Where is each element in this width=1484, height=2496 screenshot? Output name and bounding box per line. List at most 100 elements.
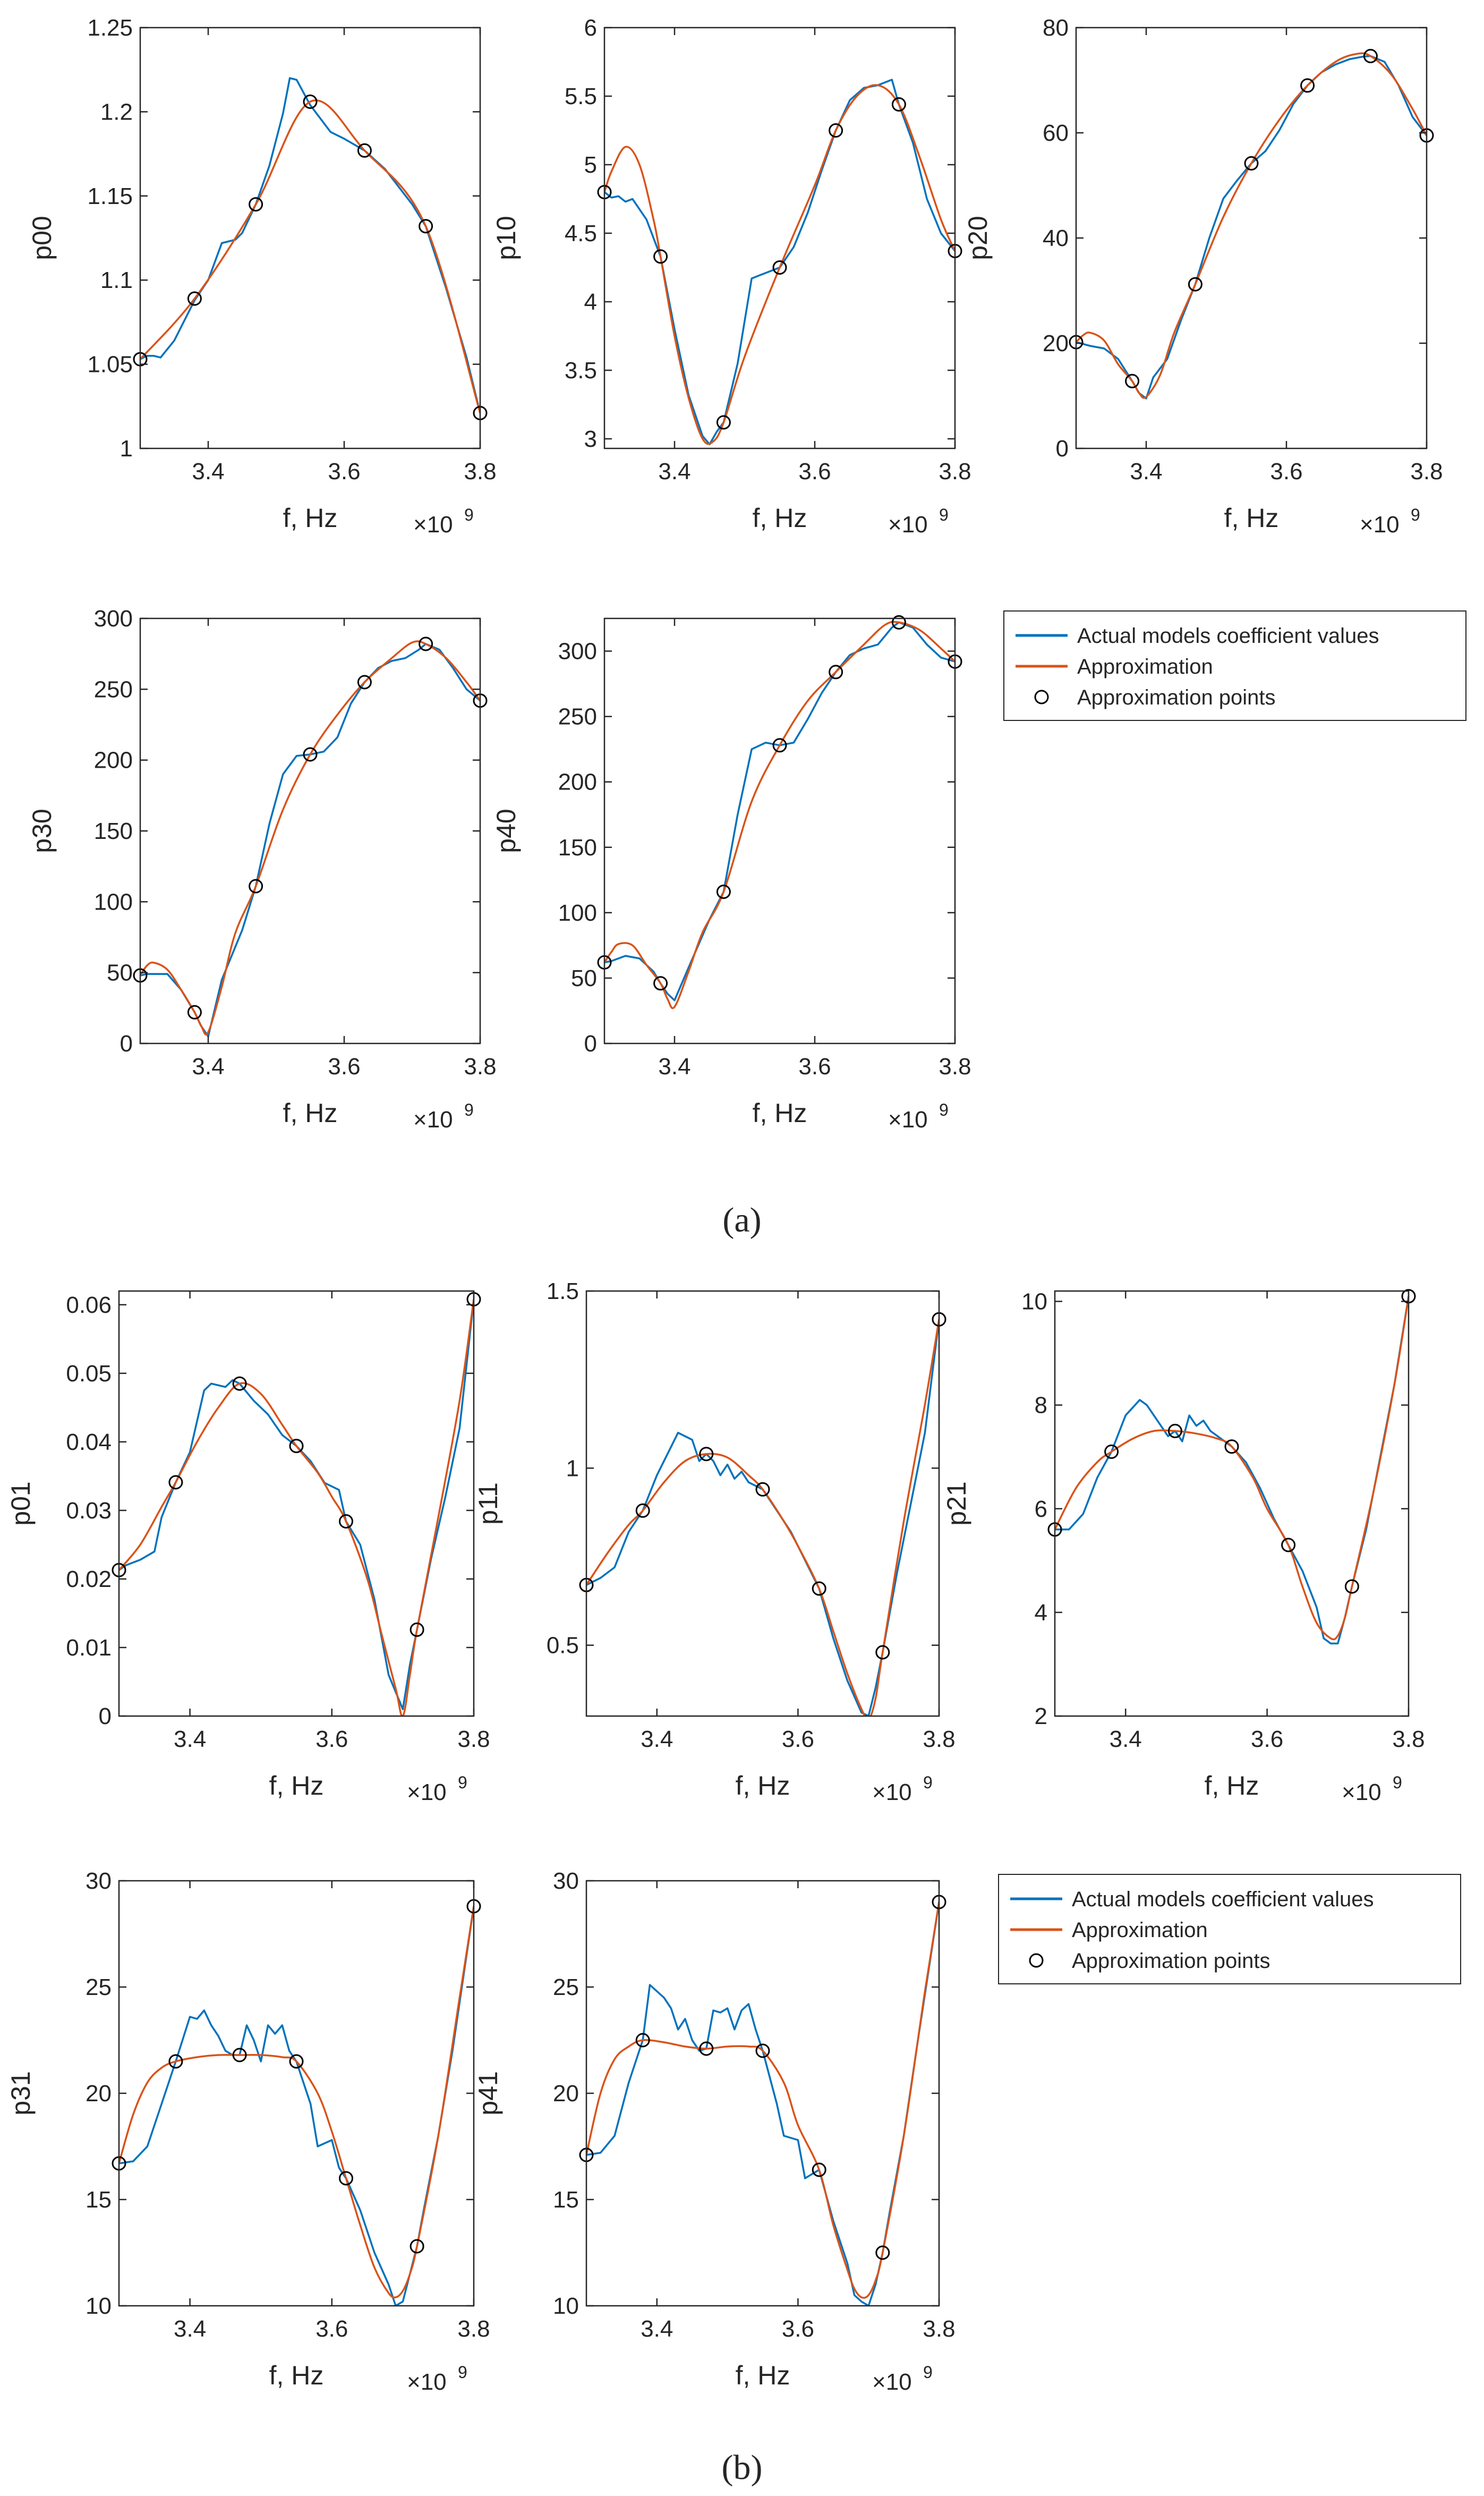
axes-box [118,1290,475,1717]
y-tick-label: 5.5 [565,83,597,109]
legend-a-approx-label: Approximation [1077,655,1213,678]
y-tick-label: 1.5 [547,1278,579,1304]
y-tick-label: 6 [1035,1496,1047,1522]
axes-box [585,1290,940,1717]
approximation-point [410,2239,424,2254]
x-axis-exponent: 9 [464,505,474,524]
legend-a-box [1003,610,1466,721]
x-axis-exponent: 9 [939,505,949,524]
approximation-point [829,123,843,138]
x-tick-label: 3.6 [315,1726,348,1752]
x-axis-multiplier: ×10 [888,512,928,538]
approximation-point [635,2033,650,2048]
y-tick-label: 10 [553,2293,579,2319]
y-tick-label: 4 [1035,1600,1047,1626]
series-group [586,1319,939,1716]
x-tick-label: 3.8 [457,2316,490,2342]
x-tick-label: 3.8 [464,1054,496,1080]
panel-b-caption: (b) [722,2448,763,2487]
approximation-point [772,738,787,753]
legend-b-actual-label: Actual models coefficient values [1072,1888,1374,1911]
y-tick-label: 2 [1035,1703,1047,1729]
y-tick-label: 40 [1043,225,1069,251]
approximation-point [755,1482,770,1497]
x-axis-multiplier: ×10 [407,1779,447,1805]
x-axis-multiplier: ×10 [1342,1779,1381,1805]
approximation-point [699,2041,714,2056]
y-tick-label: 300 [94,606,133,632]
y-axis-label: p40 [491,809,521,853]
approximation-point [1363,49,1378,63]
approximation-point [339,1514,353,1529]
actual-series-line [604,79,955,446]
y-tick-label: 30 [553,1868,579,1894]
y-tick-label: 10 [1021,1289,1047,1315]
approximation-point [716,415,731,430]
y-axis-label: p41 [473,2071,503,2115]
y-tick-label: 6 [584,15,597,41]
approximation-series-line [1055,1296,1409,1641]
x-tick-label: 3.6 [328,459,360,485]
panel-a-caption: (a) [722,1201,761,1239]
x-tick-label: 3.8 [923,1726,955,1752]
y-tick-label: 1 [120,436,133,462]
y-tick-label: 0.01 [66,1635,112,1661]
x-tick-label: 3.4 [641,2316,673,2342]
y-tick-label: 0.06 [66,1292,112,1318]
approximation-point [187,291,202,306]
x-tick-label: 3.6 [1270,459,1302,485]
x-tick-label: 3.8 [923,2316,955,2342]
y-tick-label: 50 [571,965,597,991]
x-axis-exponent: 9 [923,2363,933,2382]
subplot-p41: 3.4 3.6 3.8 10 15 20 25 30 f, Hz ×10 9 p41 [473,1868,956,2395]
subplot-p31: 3.4 3.6 3.8 10 15 20 25 30 f, Hz ×10 9 p31 [6,1868,490,2395]
y-tick-label: 0.05 [66,1361,112,1387]
approximation-point [289,1439,304,1454]
x-tick-label: 3.6 [315,2316,348,2342]
x-axis-exponent: 9 [458,1773,467,1792]
x-axis-exponent: 9 [939,1100,949,1119]
y-axis-label: p11 [473,1482,503,1525]
x-tick-label: 3.4 [641,1726,673,1752]
approximation-point [716,885,731,899]
approximation-point [419,219,433,234]
y-tick-label: 15 [86,2187,112,2213]
x-tick-label: 3.4 [1110,1726,1142,1752]
approximation-point [410,1622,424,1637]
x-axis-label: f, Hz [283,1098,338,1128]
series-group [140,77,480,413]
x-tick-label: 3.4 [658,1054,690,1080]
approximation-point [653,249,668,264]
approximation-point [303,747,318,762]
x-axis-label: f, Hz [1205,1771,1259,1801]
plot-area [119,1881,474,2306]
y-tick-label: 60 [1043,120,1069,146]
x-tick-label: 3.8 [1392,1726,1425,1752]
approximation-point [812,1581,826,1596]
approximation-point [1167,1423,1182,1438]
approximation-point [1244,156,1259,171]
x-axis-label: f, Hz [283,503,338,533]
y-tick-label: 0 [99,1703,112,1729]
plot-area [119,1291,474,1716]
y-tick-label: 1 [566,1455,579,1481]
x-axis-multiplier: ×10 [407,2369,447,2395]
series-group [119,1906,474,2306]
approximation-series-line [1076,52,1427,399]
approximation-point [357,143,372,158]
x-axis-multiplier: ×10 [413,512,453,538]
plot-area [1076,28,1427,448]
x-axis-exponent: 9 [923,1773,933,1792]
x-tick-label: 3.4 [192,459,224,485]
approximation-point [419,636,433,651]
actual-series-line [119,1906,474,2306]
approximation-series-line [586,1901,939,2299]
y-tick-label: 10 [86,2293,112,2319]
x-axis-multiplier: ×10 [872,2369,912,2395]
x-tick-label: 3.4 [1130,459,1162,485]
approximation-point [875,2245,890,2260]
subplot-p20: 3.4 3.6 3.8 0 20 40 60 80 f, Hz ×10 9 p20 [963,15,1443,538]
x-tick-label: 3.4 [174,1726,206,1752]
x-axis-label: f, Hz [269,1771,324,1801]
